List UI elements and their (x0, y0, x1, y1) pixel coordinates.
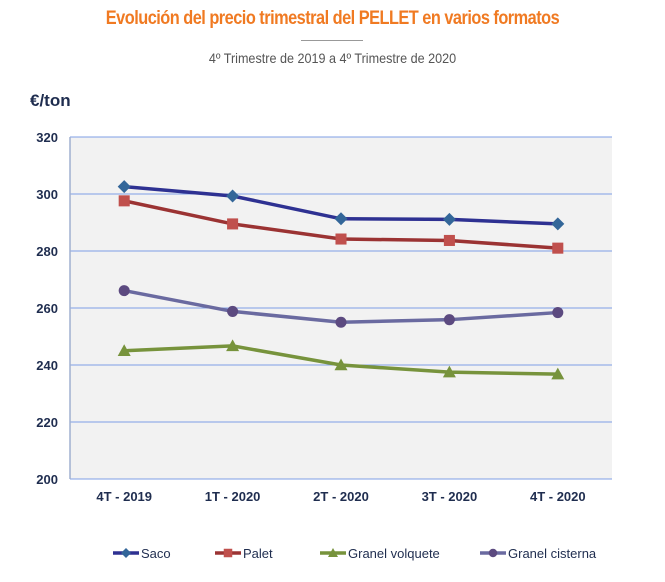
x-tick-label: 4T - 2019 (96, 489, 152, 504)
y-tick-label: 300 (36, 187, 58, 202)
data-point-saco (334, 212, 348, 226)
y-tick-label: 280 (36, 244, 58, 259)
data-point-granel-cisterna (335, 316, 347, 328)
data-point-granel-cisterna (552, 307, 564, 319)
data-point-palet (118, 195, 130, 207)
legend-marker-granel-volquete (328, 548, 338, 557)
data-point-granel-volquete (117, 344, 131, 356)
x-tick-label: 4T - 2020 (530, 489, 586, 504)
legend-label-saco: Saco (141, 546, 171, 561)
legend-marker-palet (223, 548, 233, 558)
data-point-granel-volquete (334, 358, 348, 371)
title-divider (301, 40, 363, 41)
x-tick-label: 2T - 2020 (313, 489, 369, 504)
data-point-granel-cisterna (118, 285, 130, 297)
y-tick-label: 240 (36, 358, 58, 373)
y-tick-label: 320 (36, 130, 58, 145)
legend-marker-saco (121, 548, 131, 558)
data-point-palet (552, 242, 564, 254)
y-tick-label: 260 (36, 301, 58, 316)
data-point-granel-volquete (226, 339, 240, 352)
data-point-palet (443, 234, 455, 246)
data-point-palet (227, 218, 239, 230)
y-axis-label: €/ton (30, 91, 71, 110)
chart-subtitle: 4º Trimestre de 2019 a 4º Trimestre de 2… (208, 50, 457, 66)
data-point-saco (117, 180, 131, 194)
legend-label-palet: Palet (243, 546, 273, 561)
data-point-saco (226, 189, 240, 203)
data-point-granel-cisterna (443, 314, 455, 326)
chart-title: Evolución del precio trimestral del PELL… (105, 8, 560, 29)
data-point-granel-volquete (551, 367, 565, 380)
data-point-saco (551, 217, 565, 231)
x-tick-label: 3T - 2020 (422, 489, 478, 504)
legend-marker-granel-cisterna (488, 548, 498, 558)
data-point-palet (335, 233, 347, 245)
y-tick-label: 220 (36, 415, 58, 430)
x-tick-label: 1T - 2020 (205, 489, 261, 504)
legend-label-granel-volquete: Granel volquete (348, 546, 440, 561)
data-point-granel-volquete (442, 365, 456, 378)
y-tick-label: 200 (36, 472, 58, 487)
data-point-granel-cisterna (227, 305, 239, 317)
legend-label-granel-cisterna: Granel cisterna (508, 546, 597, 561)
data-point-saco (442, 212, 456, 226)
